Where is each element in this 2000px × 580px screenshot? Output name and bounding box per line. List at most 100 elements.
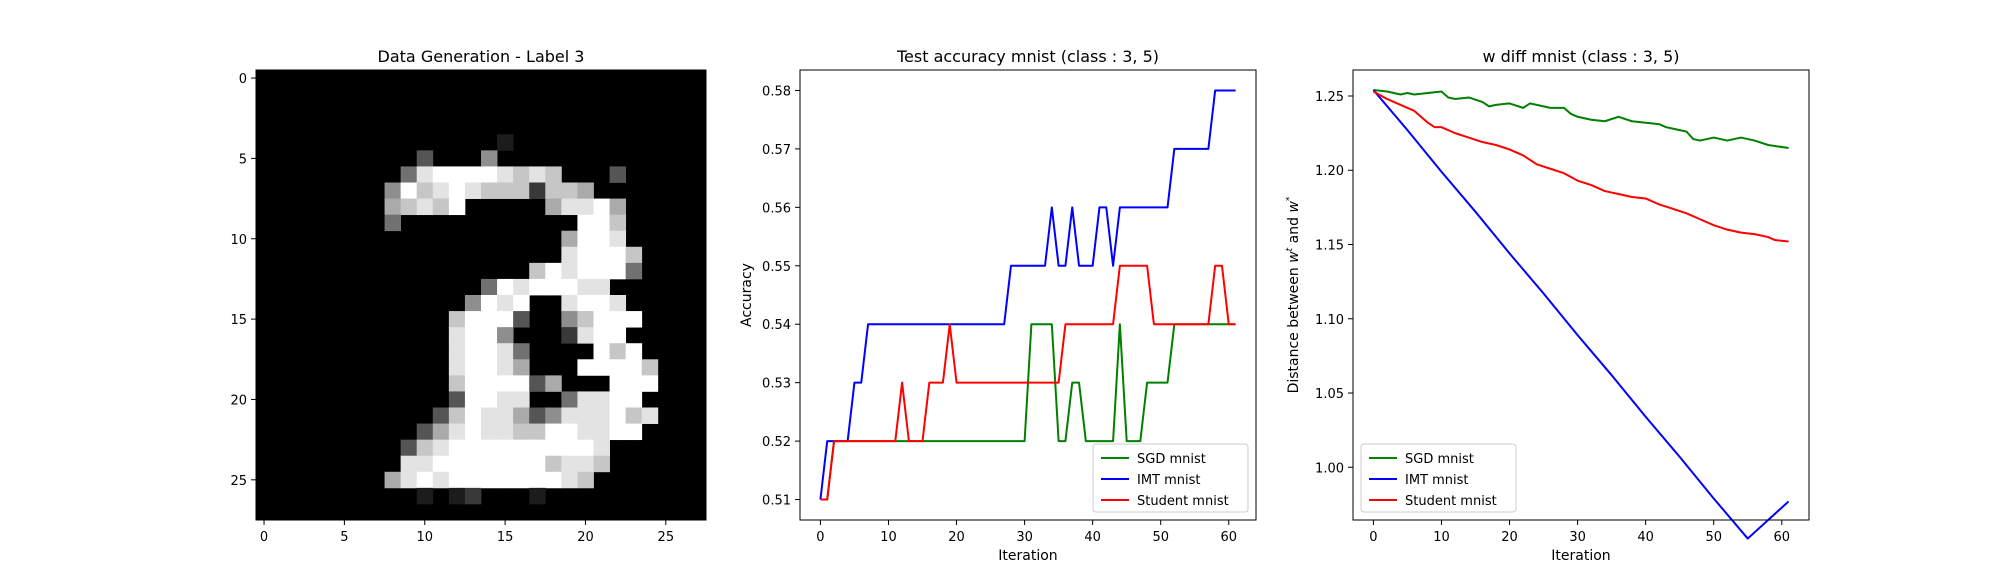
pixel [481,182,498,199]
pixel [481,359,498,376]
wdiff-ylabel-part-5: w [1286,201,1302,213]
pixel [448,471,466,489]
y-tick-label: 1.15 [1315,239,1344,254]
pixel [464,311,482,328]
accuracy-y-axis: 0.51 0.52 0.53 0.54 0.55 0.56 0.57 0.58 [762,84,800,509]
accuracy-legend: SGD mnist IMT mnist Student mnist [1092,443,1249,513]
pixel [513,182,530,199]
pixel [464,455,482,473]
pixel [432,439,450,457]
pixel [497,391,514,408]
wdiff-ylabel-part-3: t [1285,247,1295,251]
pixel [545,471,562,489]
accuracy-title: Test accuracy mnist (class : 3, 5) [896,47,1159,66]
pixel [545,166,562,183]
pixel [400,198,418,216]
pixel [481,423,498,441]
pixel [481,391,498,408]
pixel [448,391,466,408]
x-tick-label: 30 [1569,530,1586,545]
y-tick-label: 0.56 [762,201,791,216]
pixel [400,471,418,489]
y-tick-label: 0 [239,72,247,87]
wdiff-ylabel-part-1: Distance between [1286,263,1302,394]
pixel [529,423,546,441]
pixel [448,166,466,183]
pixel [432,166,450,183]
pixel [593,455,610,473]
x-tick-label: 20 [577,530,594,545]
pixel [432,455,450,473]
pixel [625,407,643,424]
pixel [481,311,498,328]
pixel [529,262,546,280]
pixel [529,455,546,473]
pixel [561,391,578,408]
wdiff-ylabel: Distance between wt and w* [1285,196,1302,393]
pixel [481,150,498,167]
x-tick-label: 10 [416,530,433,545]
wdiff-ylabel-part-6: * [1285,196,1295,201]
image-y-axis: 0 5 10 15 20 25 [230,72,256,489]
pixel [625,359,643,376]
pixel [448,407,466,424]
pixel [577,359,594,376]
pixel [593,246,610,264]
pixel [593,230,610,248]
pixel [513,407,530,424]
pixel [481,327,498,344]
pixel [481,471,498,489]
legend-box [1092,443,1249,513]
x-tick-label: 40 [1084,530,1101,545]
pixel [561,407,578,424]
pixel [561,295,578,312]
wdiff-x-axis: 0 10 20 30 40 50 60 [1369,520,1790,545]
pixel [577,471,594,489]
pixel [577,182,594,199]
pixel [464,359,482,376]
wdiff-title: w diff mnist (class : 3, 5) [1482,47,1679,66]
pixel [432,182,450,199]
accuracy-panel: Test accuracy mnist (class : 3, 5) 0 10 20… [739,47,1257,564]
pixel [529,407,546,424]
pixel [416,471,434,489]
pixel [577,198,594,216]
pixel [464,391,482,408]
pixel [609,295,627,312]
pixel [497,311,514,328]
pixel [609,327,627,344]
pixel [432,198,450,216]
pixel [609,262,627,280]
pixel [577,391,594,408]
pixel [545,455,562,473]
pixel [400,182,418,199]
pixel [561,262,578,280]
pixel [529,278,546,296]
pixel [545,439,562,457]
pixel [593,359,610,376]
y-tick-label: 0.51 [762,494,791,509]
pixel [416,487,434,505]
pixel [529,166,546,183]
x-tick-label: 20 [1501,530,1518,545]
pixel [497,343,514,360]
image-frame [255,69,707,521]
x-tick-label: 30 [1016,530,1033,545]
pixel [464,295,482,312]
pixel [513,343,530,360]
pixel [464,182,482,199]
pixel [400,166,418,183]
pixel [448,327,466,344]
pixel [561,246,578,264]
pixel [609,230,627,248]
pixel [593,343,610,360]
wdiff-legend: SGD mnist IMT mnist Student mnist [1360,443,1517,513]
pixel [561,182,578,199]
x-tick-label: 50 [1705,530,1722,545]
pixel [545,182,562,199]
pixel [448,455,466,473]
pixel [593,278,610,296]
legend-label: SGD mnist [1137,452,1206,467]
pixel [513,455,530,473]
